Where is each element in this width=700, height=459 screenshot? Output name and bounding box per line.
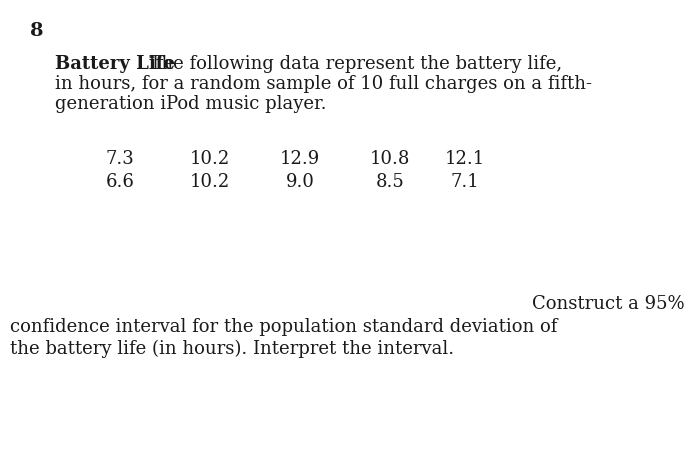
Text: 6.6: 6.6 [106,173,134,190]
Text: 10.2: 10.2 [190,173,230,190]
Text: 10.8: 10.8 [370,150,410,168]
Text: 7.1: 7.1 [451,173,480,190]
Text: confidence interval for the population standard deviation of: confidence interval for the population s… [10,317,557,335]
Text: 12.1: 12.1 [445,150,485,168]
Text: in hours, for a random sample of 10 full charges on a fifth-: in hours, for a random sample of 10 full… [55,75,592,93]
Text: the battery life (in hours). Interpret the interval.: the battery life (in hours). Interpret t… [10,339,454,358]
Text: Battery Life: Battery Life [55,55,175,73]
Text: 8.5: 8.5 [376,173,405,190]
Text: 7.3: 7.3 [106,150,134,168]
Text: Construct a 95%: Construct a 95% [533,294,685,312]
Text: 8: 8 [30,22,43,40]
Text: 12.9: 12.9 [280,150,320,168]
Text: 9.0: 9.0 [286,173,314,190]
Text: generation iPod music player.: generation iPod music player. [55,95,326,113]
Text: 10.2: 10.2 [190,150,230,168]
Text: The following data represent the battery life,: The following data represent the battery… [138,55,562,73]
